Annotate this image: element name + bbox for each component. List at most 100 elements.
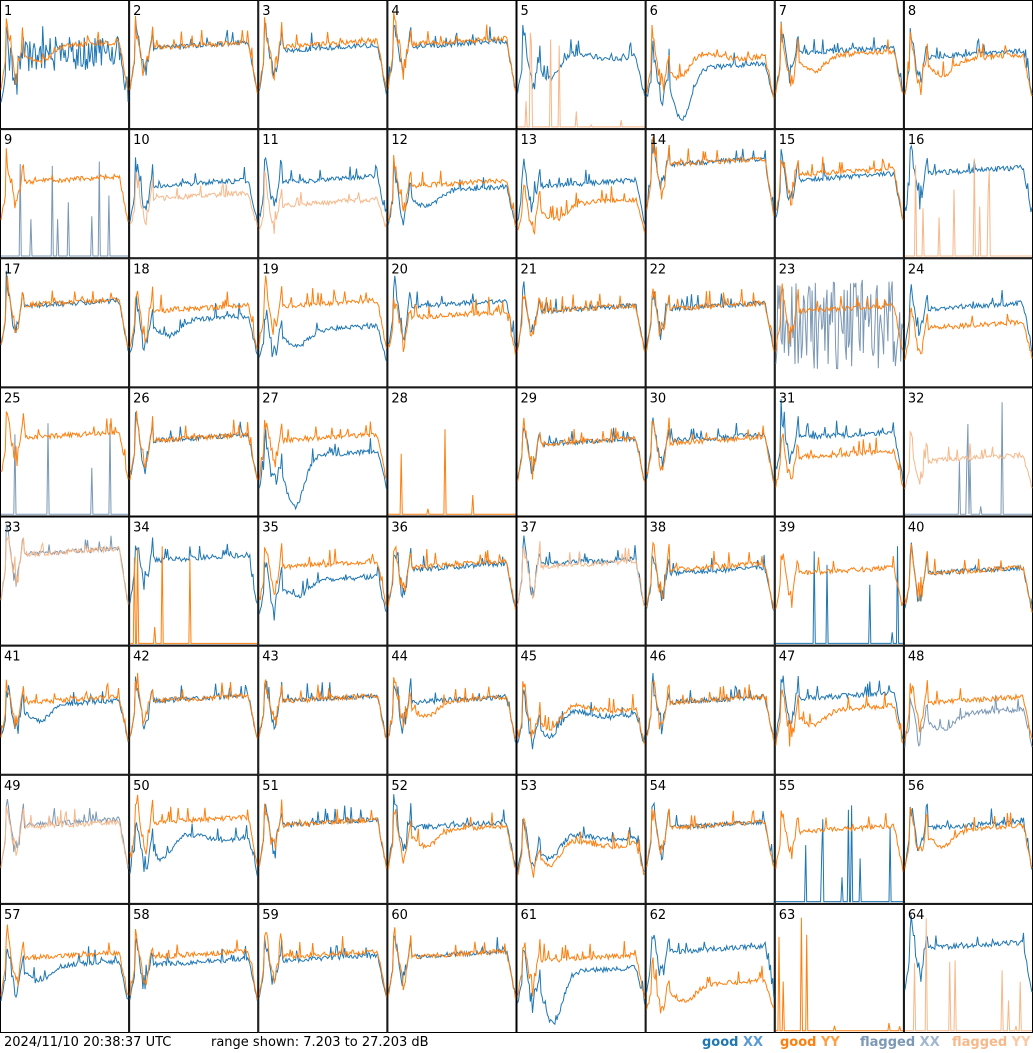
panel-number: 10	[133, 133, 150, 148]
panel-number: 16	[908, 133, 925, 148]
panel-frame	[129, 258, 259, 388]
panel-frame	[0, 258, 130, 388]
series-good-yy	[517, 417, 646, 483]
panel-frame	[0, 774, 130, 904]
panel-frame	[903, 258, 1033, 388]
panel-number: 30	[650, 391, 667, 406]
series-good-yy	[129, 794, 258, 866]
panel-53: 53	[516, 774, 646, 904]
panel-number: 41	[4, 650, 21, 665]
panel-number: 13	[521, 133, 538, 148]
series-good-xx	[517, 24, 646, 96]
series-flagged-xx	[1, 423, 129, 515]
series-good-xx	[517, 427, 646, 482]
panel-number: 22	[650, 262, 667, 277]
series-good-yy	[775, 283, 904, 352]
series-good-yy	[129, 286, 258, 350]
series-good-yy	[646, 541, 775, 610]
panel-27: 27	[258, 387, 388, 517]
panel-41: 41	[0, 645, 130, 775]
panel-6: 6	[645, 0, 775, 130]
series-good-yy	[129, 410, 258, 481]
series-good-xx	[129, 822, 258, 877]
series-good-yy	[646, 24, 775, 99]
panel-14: 14	[645, 129, 775, 259]
series-good-yy	[129, 929, 258, 1000]
panel-number: 37	[521, 521, 538, 536]
series-flagged-yy	[904, 430, 1033, 490]
panel-frame	[645, 258, 775, 388]
panel-32: 32	[903, 387, 1033, 517]
panel-frame	[645, 774, 775, 904]
panel-number: 11	[262, 133, 279, 148]
panel-number: 34	[133, 521, 150, 536]
panel-43: 43	[258, 645, 388, 775]
series-good-xx	[775, 398, 904, 482]
series-good-yy	[387, 154, 516, 227]
panel-frame	[387, 774, 517, 904]
panel-number: 27	[262, 391, 279, 406]
series-flagged-yy	[517, 32, 645, 128]
panel-frame	[387, 0, 517, 130]
panel-frame	[129, 0, 259, 130]
series-good-xx	[129, 537, 258, 604]
panel-frame	[0, 645, 130, 775]
panel-frame	[387, 903, 517, 1033]
series-good-yy	[387, 296, 516, 356]
panel-frame	[774, 258, 904, 388]
panel-10: 10	[129, 129, 259, 259]
series-flagged-yy	[0, 805, 129, 869]
series-flagged-yy	[904, 158, 1032, 257]
panel-30: 30	[645, 387, 775, 517]
panel-38: 38	[645, 516, 775, 646]
panel-39: 39	[774, 516, 904, 646]
panel-frame	[774, 0, 904, 130]
series-flagged-xx	[775, 279, 904, 370]
series-good-yy	[517, 681, 646, 745]
panel-frame	[129, 387, 259, 517]
series-good-xx	[258, 428, 387, 511]
series-good-yy	[258, 419, 387, 480]
panel-56: 56	[903, 774, 1033, 904]
series-good-xx	[775, 546, 903, 644]
panel-frame	[903, 516, 1033, 646]
panel-54: 54	[645, 774, 775, 904]
series-flagged-yy	[904, 918, 1032, 1032]
panel-60: 60	[387, 903, 517, 1033]
panel-number: 25	[4, 391, 21, 406]
panel-number: 64	[908, 908, 925, 923]
series-good-xx	[646, 934, 775, 998]
panel-58: 58	[129, 903, 259, 1033]
panel-number: 51	[262, 779, 279, 794]
panel-frame	[516, 516, 646, 646]
panel-18: 18	[129, 258, 259, 388]
series-good-yy	[775, 810, 904, 872]
panel-frame	[645, 645, 775, 775]
panel-36: 36	[387, 516, 517, 646]
series-good-yy	[904, 31, 1033, 97]
series-good-yy	[517, 184, 646, 236]
series-flagged-yy	[0, 535, 129, 605]
series-good-xx	[258, 561, 387, 621]
panel-number: 46	[650, 650, 667, 665]
series-flagged-xx	[904, 402, 1032, 515]
panel-number: 42	[133, 650, 150, 665]
panel-44: 44	[387, 645, 517, 775]
series-good-yy	[904, 543, 1033, 613]
panel-number: 24	[908, 262, 925, 277]
panel-24: 24	[903, 258, 1033, 388]
panel-number: 29	[521, 391, 538, 406]
panel-frame	[774, 774, 904, 904]
series-good-yy	[0, 275, 129, 348]
panel-number: 44	[391, 650, 408, 665]
series-good-xx	[0, 946, 129, 1001]
series-good-yy	[129, 15, 258, 94]
series-good-yy	[775, 22, 904, 94]
panel-frame	[645, 903, 775, 1033]
series-good-yy	[775, 156, 904, 220]
panel-number: 47	[779, 650, 796, 665]
panel-number: 61	[521, 908, 538, 923]
series-good-xx	[775, 21, 904, 93]
series-good-xx	[904, 803, 1033, 870]
panel-48: 48	[903, 645, 1033, 775]
